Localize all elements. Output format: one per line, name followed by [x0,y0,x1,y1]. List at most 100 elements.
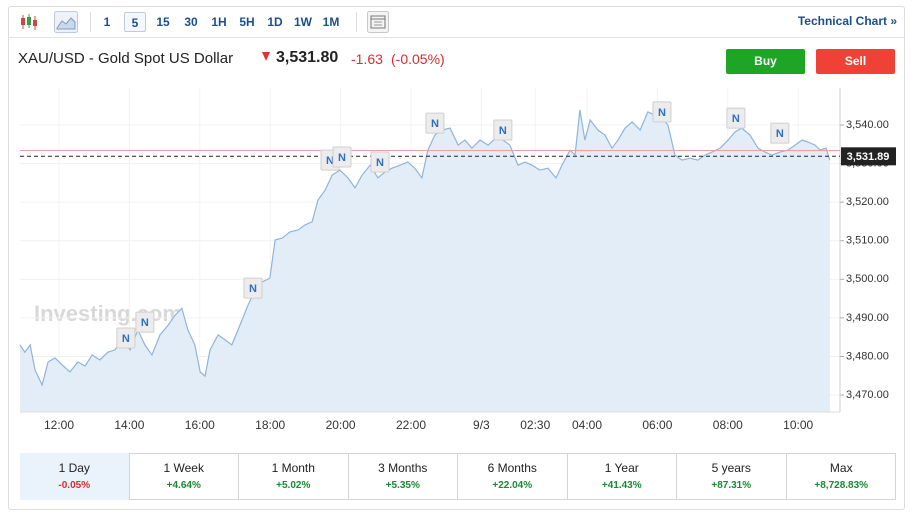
interval-button[interactable]: 1M [322,15,340,29]
candle-icon[interactable] [18,12,40,32]
x-tick-label: 02:30 [520,418,550,432]
interval-button[interactable]: 1D [267,15,283,29]
news-marker-box [332,146,352,168]
period-tab[interactable]: 1 Week +4.64% [130,453,239,500]
period-change: +22.04% [492,480,533,491]
period-change: +8,728.83% [814,480,869,491]
period-change: +87.31% [711,480,752,491]
interval-button[interactable]: 30 [184,15,198,29]
news-marker[interactable]: N [135,311,155,333]
news-marker[interactable]: N [726,107,746,129]
change-percent: (-0.05%) [391,51,445,67]
y-tick-label: 3,480.00 [846,350,889,362]
calendar-icon[interactable] [367,11,389,33]
interval-button[interactable]: 1 [103,15,111,29]
news-marker-label: N [431,118,439,130]
period-change: +4.64% [166,480,201,491]
x-tick-label: 16:00 [185,418,215,432]
news-marker-box [135,311,155,333]
period-label: Max [829,461,853,475]
news-marker[interactable]: N [493,119,513,141]
buy-button[interactable]: Buy [726,49,805,74]
period-tab[interactable]: 6 Months +22.04% [458,453,568,500]
x-tick-label: 22:00 [396,418,426,432]
news-marker[interactable]: N [425,112,445,134]
news-marker[interactable]: N [370,151,390,173]
news-marker-label: N [338,152,346,164]
watermark: Investing.com [34,301,182,326]
x-tick-label: 10:00 [783,418,813,432]
x-tick-label: 06:00 [642,418,672,432]
news-marker[interactable]: N [770,122,790,144]
period-label: 6 Months [487,461,537,475]
y-tick-label: 3,540.00 [846,119,889,131]
interval-button[interactable]: 5H [239,15,255,29]
period-label: 1 Year [604,461,639,475]
x-tick-label: 9/3 [473,418,490,432]
period-tab[interactable]: Max +8,728.83% [787,453,897,500]
x-tick-label: 04:00 [572,418,602,432]
x-tick-label: 20:00 [326,418,356,432]
news-marker-box [493,119,513,141]
period-label: 1 Month [271,461,315,475]
period-label: 1 Day [58,461,90,475]
sell-button[interactable]: Sell [816,49,895,74]
y-tick-label: 3,470.00 [846,389,889,401]
news-marker[interactable]: N [652,101,672,123]
interval-button[interactable]: 15 [156,15,170,29]
period-change: +5.35% [385,480,420,491]
news-marker-box [116,327,136,349]
news-marker-box [425,112,445,134]
y-tick-label: 3,510.00 [846,235,889,247]
period-change: +5.02% [276,480,311,491]
period-tab[interactable]: 1 Year +41.43% [568,453,677,500]
y-tick-label: 3,490.00 [846,312,889,324]
news-marker-box [652,101,672,123]
separator [356,12,357,32]
period-label: 1 Week [163,461,204,475]
period-tab[interactable]: 1 Day -0.05% [20,453,130,500]
period-change: -0.05% [58,480,91,491]
news-marker-label: N [499,125,507,137]
separator [90,12,91,32]
period-tab[interactable]: 3 Months +5.35% [349,453,458,500]
interval-button[interactable]: 5 [124,12,146,32]
period-label: 5 years [711,461,751,475]
x-tick-label: 12:00 [44,418,74,432]
news-marker[interactable]: N [243,277,263,299]
interval-button[interactable]: 1W [294,15,312,29]
news-marker-label: N [122,333,130,345]
news-marker-box [726,107,746,129]
last-price-label: 3,531.89 [847,151,890,163]
price: 3,531.80 [276,49,339,66]
technical-chart-link[interactable]: Technical Chart » [797,14,897,28]
y-tick-label: 3,520.00 [846,196,889,208]
news-marker[interactable]: N [116,327,136,349]
news-marker-label: N [141,317,149,329]
news-marker-label: N [732,113,740,125]
last-price-box [841,147,896,166]
x-tick-label: 14:00 [114,418,144,432]
period-tab[interactable]: 1 Month +5.02% [239,453,349,500]
news-marker-label: N [376,157,384,169]
divider [8,37,905,38]
news-marker-label: N [776,128,784,140]
x-tick-label: 18:00 [255,418,285,432]
news-marker-box [370,151,390,173]
x-tick-label: 08:00 [713,418,743,432]
news-marker[interactable]: N [332,146,352,168]
instrument-title: XAU/USD - Gold Spot US Dollar [18,50,234,67]
y-tick-label: 3,500.00 [846,273,889,285]
period-label: 3 Months [378,461,428,475]
area [19,109,830,412]
news-marker-label: N [658,107,666,119]
area-icon[interactable] [54,11,78,33]
news-marker-box [243,277,263,299]
widget-frame [8,6,905,510]
interval-button[interactable]: 1H [211,15,227,29]
period-tab[interactable]: 5 years +87.31% [677,453,787,500]
change: -1.63 [351,51,383,67]
news-marker-label: N [249,283,257,295]
